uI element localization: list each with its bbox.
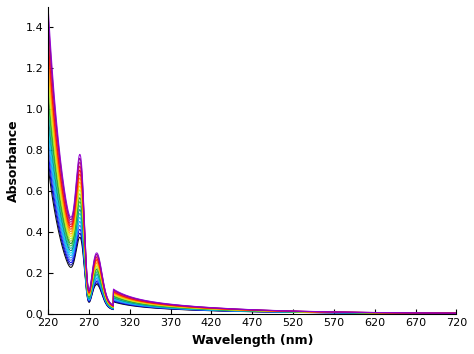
X-axis label: Wavelength (nm): Wavelength (nm) [191, 334, 313, 347]
Y-axis label: Absorbance: Absorbance [7, 119, 20, 202]
